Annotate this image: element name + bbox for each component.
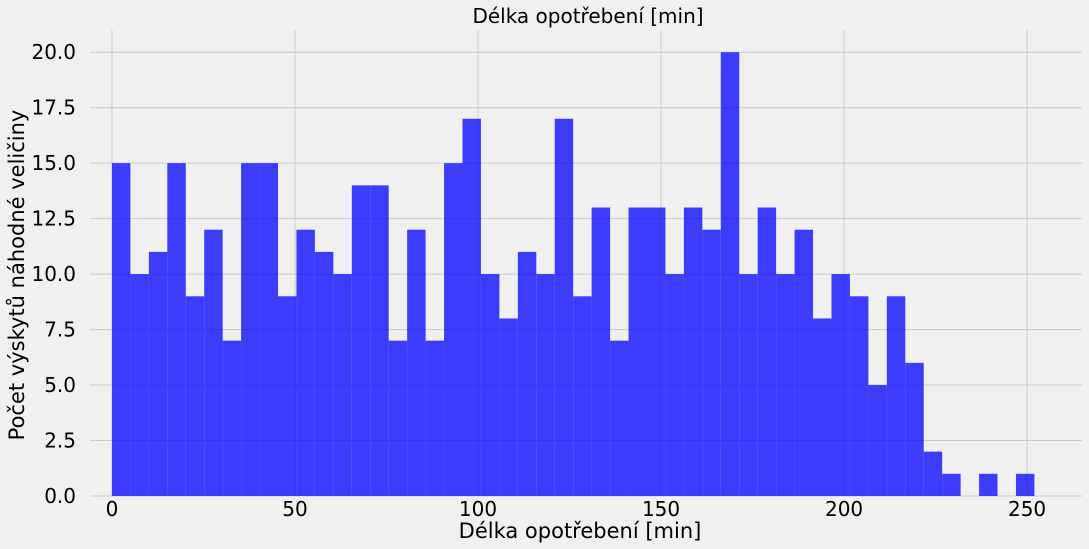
histogram-bar — [849, 296, 869, 496]
histogram-bar — [757, 207, 777, 496]
histogram-bar — [886, 296, 906, 496]
histogram-bar — [683, 207, 703, 496]
histogram-bar — [517, 251, 537, 496]
chart-title: Délka opotřebení [min] — [472, 4, 703, 28]
histogram-bar — [739, 274, 758, 496]
x-tick-label: 200 — [825, 497, 863, 521]
x-axis-label: Délka opotřebení [min] — [459, 519, 702, 543]
y-tick-label: 7.5 — [44, 318, 76, 342]
histogram-bar — [111, 163, 131, 496]
y-tick-label: 0.0 — [44, 484, 76, 508]
histogram-bar — [462, 118, 481, 496]
histogram-bar — [130, 274, 149, 496]
histogram-bar — [185, 296, 205, 496]
y-tick-label: 10.0 — [31, 262, 76, 286]
histogram-bar — [665, 274, 684, 496]
histogram-bar — [776, 274, 795, 496]
y-axis-label: Počet výskytů náhodné veličiny — [5, 110, 29, 441]
histogram-bar — [646, 207, 666, 496]
y-tick-label: 2.5 — [44, 429, 76, 453]
histogram-bar — [314, 251, 334, 496]
histogram-bar — [942, 473, 961, 496]
x-tick-label: 250 — [1008, 497, 1046, 521]
x-tick-label: 0 — [106, 497, 119, 521]
histogram-bar — [296, 229, 315, 496]
histogram-bar — [444, 163, 463, 496]
histogram-bar — [425, 340, 445, 496]
y-axis-ticks: 0.0 2.5 5.0 7.5 10.0 12.5 15.0 17.5 20.0 — [31, 40, 76, 508]
histogram-bar — [351, 185, 371, 497]
histogram-bar — [610, 340, 629, 496]
histogram-bar — [813, 318, 832, 496]
histogram-bar — [868, 385, 887, 496]
y-tick-label: 5.0 — [44, 373, 76, 397]
histogram-bar — [167, 163, 186, 496]
histogram-bar — [333, 274, 352, 496]
histogram-bar — [370, 185, 389, 497]
y-tick-label: 17.5 — [31, 96, 76, 120]
histogram-bar — [1015, 473, 1035, 496]
histogram-bar — [905, 362, 924, 496]
histogram-bar — [720, 52, 740, 496]
histogram-bar — [554, 118, 574, 496]
histogram-bar — [831, 274, 850, 496]
histogram-bar — [480, 274, 500, 496]
histogram-bar — [241, 163, 260, 496]
x-axis-ticks: 0 50 100 150 200 250 — [106, 497, 1047, 521]
y-tick-label: 12.5 — [31, 207, 76, 231]
histogram-bar — [259, 163, 279, 496]
histogram-bar — [222, 340, 242, 496]
histogram-bar — [499, 318, 518, 496]
histogram-bar — [794, 229, 814, 496]
histogram-bar — [204, 229, 223, 496]
y-tick-label: 15.0 — [31, 151, 76, 175]
histogram-bar — [702, 229, 721, 496]
y-tick-label: 20.0 — [31, 40, 76, 64]
x-tick-label: 50 — [282, 497, 307, 521]
histogram-bar — [573, 296, 592, 496]
histogram-bar — [923, 451, 943, 496]
histogram-bar — [148, 251, 168, 496]
histogram-bar — [979, 473, 998, 496]
histogram-bar — [278, 296, 297, 496]
histogram-bars — [111, 52, 1035, 497]
histogram-bar — [407, 229, 426, 496]
x-tick-label: 100 — [459, 497, 497, 521]
x-tick-label: 150 — [642, 497, 680, 521]
histogram-bar — [628, 207, 647, 496]
histogram-bar — [536, 274, 555, 496]
histogram-bar — [388, 340, 408, 496]
histogram-bar — [591, 207, 611, 496]
